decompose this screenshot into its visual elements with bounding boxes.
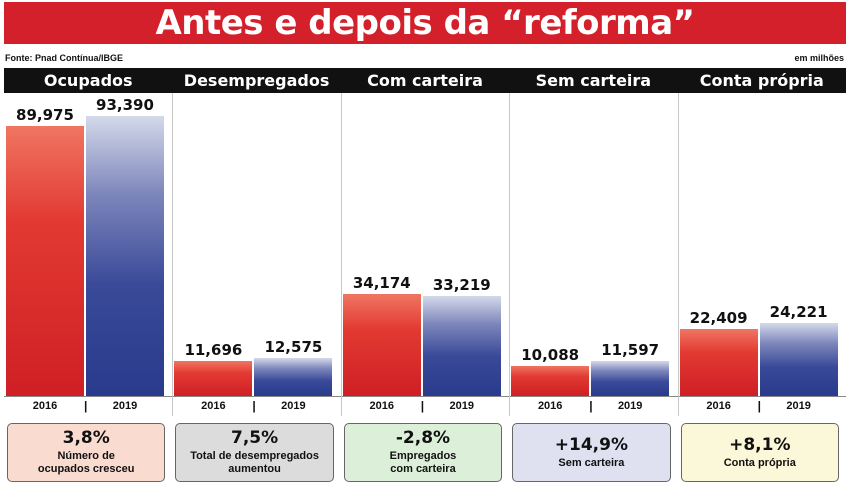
bar-2016 xyxy=(511,365,590,396)
x-tick-label: 2016 xyxy=(201,400,226,412)
data-label: 10,088 xyxy=(521,345,580,364)
panel-divider xyxy=(509,93,511,416)
chart-baseline xyxy=(4,396,846,397)
panel-divider xyxy=(172,93,174,416)
panel-title-3: Sem carteira xyxy=(535,71,652,90)
panel-title-2: Com carteira xyxy=(367,71,483,90)
summary-label: Empregados com carteira xyxy=(389,450,457,475)
summary-percent: 3,8% xyxy=(62,428,110,448)
summary-percent: +14,9% xyxy=(554,434,628,455)
bar-2016 xyxy=(679,328,758,396)
data-label: 89,975 xyxy=(16,106,74,125)
panel-title-1: Desempregados xyxy=(183,71,330,90)
data-label: 22,409 xyxy=(689,308,748,327)
bar-2019 xyxy=(422,296,501,396)
year-separator: | xyxy=(757,399,761,413)
panel-title-4: Conta própria xyxy=(699,71,824,90)
bar-2019 xyxy=(591,361,670,396)
bar-2016 xyxy=(6,126,84,396)
x-tick-label: 2016 xyxy=(537,400,563,412)
x-tick-label: 2019 xyxy=(281,400,306,412)
summary-label: Sem carteira xyxy=(558,456,625,469)
bar-2019 xyxy=(254,358,333,396)
panel-header-bar: Ocupados Desempregados Com carteira Sem car… xyxy=(4,68,846,93)
summary-percent: -2,8% xyxy=(395,428,451,448)
data-label: 24,221 xyxy=(769,303,828,322)
year-separator: | xyxy=(252,399,256,413)
summary-box: +8,1% Conta própria xyxy=(680,423,839,482)
chart-title: Antes e depois da “reforma” xyxy=(4,2,846,44)
data-label: 11,597 xyxy=(601,341,660,360)
data-label: 11,696 xyxy=(184,340,243,359)
summary-percent: 7,5% xyxy=(231,428,279,448)
panel-title-0: Ocupados xyxy=(43,71,133,90)
x-tick-label: 2019 xyxy=(112,400,138,412)
summary-box: 3,8% Número de ocupados cresceu xyxy=(7,423,166,482)
data-label: 93,390 xyxy=(96,96,154,114)
summary-box: -2,8% Empregados com carteira xyxy=(343,423,503,482)
data-label: 33,219 xyxy=(432,276,491,295)
bar-2019 xyxy=(86,116,164,396)
x-tick-label: 2016 xyxy=(369,400,395,412)
x-tick-label: 2019 xyxy=(617,400,643,412)
x-tick-label: 2019 xyxy=(786,400,811,412)
summary-box: +14,9% Sem carteira xyxy=(512,423,671,482)
bar-2016 xyxy=(342,293,421,396)
x-tick-label: 2016 xyxy=(32,400,58,412)
unit-note: em milhões xyxy=(794,53,844,63)
source-note: Fonte: Pnad Contínua/IBGE xyxy=(5,53,123,63)
data-label: 34,174 xyxy=(352,273,411,292)
summary-label: Total de desempregados aumentou xyxy=(190,450,319,475)
x-tick-label: 2016 xyxy=(706,400,731,412)
panel-divider xyxy=(340,93,342,416)
panel-divider xyxy=(677,93,679,416)
x-tick-label: 2019 xyxy=(449,400,475,412)
summary-percent: +8,1% xyxy=(729,434,791,455)
year-separator: | xyxy=(84,399,88,413)
year-separator: | xyxy=(589,399,593,413)
data-label: 12,575 xyxy=(264,338,323,357)
year-separator: | xyxy=(420,399,425,413)
bar-2019 xyxy=(759,323,838,396)
summary-label: Conta própria xyxy=(723,456,796,469)
summary-box: 7,5% Total de desempregados aumentou xyxy=(175,423,334,482)
bar-2016 xyxy=(174,360,253,396)
summary-label: Número de ocupados cresceu xyxy=(37,450,135,475)
